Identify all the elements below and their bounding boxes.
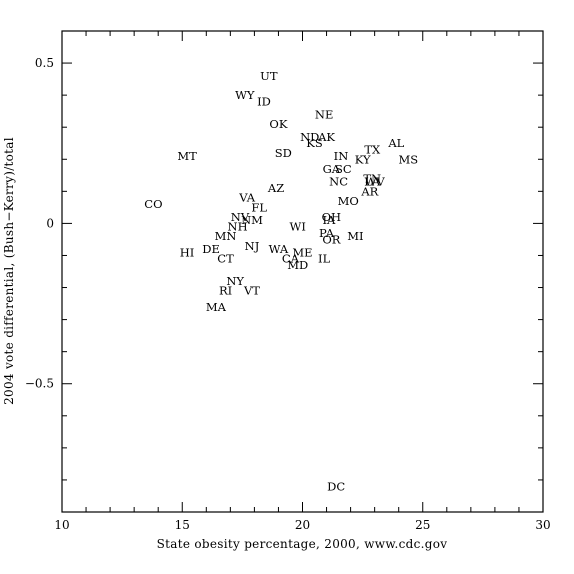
data-point-ok: OK xyxy=(269,117,287,131)
data-point-fl: FL xyxy=(251,200,267,214)
data-point-ne: NE xyxy=(315,107,333,121)
data-point-ca: CA xyxy=(282,252,300,266)
data-point-wi: WI xyxy=(290,220,306,234)
data-point-or: OR xyxy=(322,232,340,246)
y-axis-label: 2004 vote differential, (Bush−Kerry)/tot… xyxy=(2,137,16,405)
data-point-ky: KY xyxy=(355,152,371,166)
data-point-pa: PA xyxy=(319,226,335,240)
data-point-il: IL xyxy=(318,252,331,266)
data-point-ms: MS xyxy=(398,152,418,166)
data-point-nd: ND xyxy=(300,130,319,144)
data-point-tx: TX xyxy=(364,143,381,157)
data-point-me: ME xyxy=(292,245,312,259)
data-point-wv: WV xyxy=(365,175,386,189)
data-point-ut: UT xyxy=(260,69,278,83)
y-tick-label: −0.5 xyxy=(25,377,54,391)
data-point-mo: MO xyxy=(338,194,359,208)
axis-ticks xyxy=(61,30,544,513)
data-point-va: VA xyxy=(238,191,256,205)
data-point-ma: MA xyxy=(206,300,227,314)
data-point-ny: NY xyxy=(226,274,244,288)
data-point-wy: WY xyxy=(235,88,255,102)
x-tick-label: 30 xyxy=(535,518,550,532)
x-tick-label: 10 xyxy=(54,518,69,532)
data-point-hi: HI xyxy=(180,245,195,259)
data-point-ak: AK xyxy=(317,130,335,144)
data-point-nm: NM xyxy=(241,213,263,227)
y-tick-label: 0.5 xyxy=(35,56,54,70)
axis-tick-labels: 10 15 20 25 30 −0.5 0 0.5 xyxy=(25,56,551,532)
data-point-ks: KS xyxy=(306,136,323,150)
data-point-nv: NV xyxy=(231,210,250,224)
data-point-la: LA xyxy=(364,175,381,189)
data-point-ar: AR xyxy=(360,184,378,198)
data-point-mt: MT xyxy=(177,149,197,163)
data-point-ct: CT xyxy=(217,252,234,266)
data-point-sc: SC xyxy=(335,162,352,176)
data-point-az: AZ xyxy=(267,181,284,195)
data-point-ia: IA xyxy=(323,213,337,227)
x-tick-label: 20 xyxy=(295,518,310,532)
data-point-co: CO xyxy=(144,197,162,211)
data-point-al: AL xyxy=(387,136,404,150)
data-point-tn: TN xyxy=(363,172,381,186)
data-point-wa: WA xyxy=(269,242,289,256)
data-point-ri: RI xyxy=(219,284,232,298)
data-point-ga: GA xyxy=(323,162,341,176)
data-point-oh: OH xyxy=(322,210,341,224)
data-point-nj: NJ xyxy=(245,239,260,253)
y-tick-label: 0 xyxy=(46,216,54,230)
x-tick-label: 25 xyxy=(415,518,430,532)
data-point-id: ID xyxy=(257,95,271,109)
data-point-in: IN xyxy=(334,149,349,163)
data-point-md: MD xyxy=(287,258,308,272)
x-axis-label: State obesity percentage, 2000, www.cdc.… xyxy=(157,537,448,551)
data-point-de: DE xyxy=(202,242,220,256)
x-tick-label: 15 xyxy=(175,518,190,532)
data-point-mn: MN xyxy=(215,229,237,243)
data-point-nh: NH xyxy=(228,220,248,234)
data-point-nc: NC xyxy=(329,175,348,189)
data-point-sd: SD xyxy=(275,146,292,160)
data-point-mi: MI xyxy=(347,229,363,243)
data-point-vt: VT xyxy=(243,284,260,298)
data-point-dc: DC xyxy=(327,479,345,493)
